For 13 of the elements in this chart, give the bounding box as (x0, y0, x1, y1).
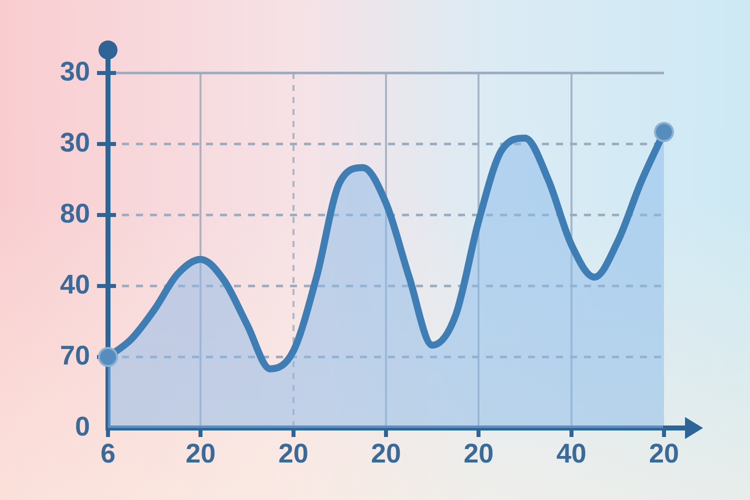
x-tick-label: 20 (370, 438, 402, 469)
x-tick-label: 20 (278, 438, 308, 469)
x-tick-label: 20 (464, 438, 494, 469)
x-tick-label: 20 (186, 438, 216, 469)
x-tick-label: 6 (100, 438, 116, 469)
text: 40 (60, 269, 90, 300)
text: 30 (60, 56, 90, 86)
text: 70 (60, 340, 90, 370)
text: 80 (60, 198, 90, 228)
x-tick-label: 40 (556, 438, 586, 469)
text: 0 (74, 411, 90, 442)
text: 30 (60, 127, 90, 158)
x-tick-label: 20 (648, 438, 680, 469)
